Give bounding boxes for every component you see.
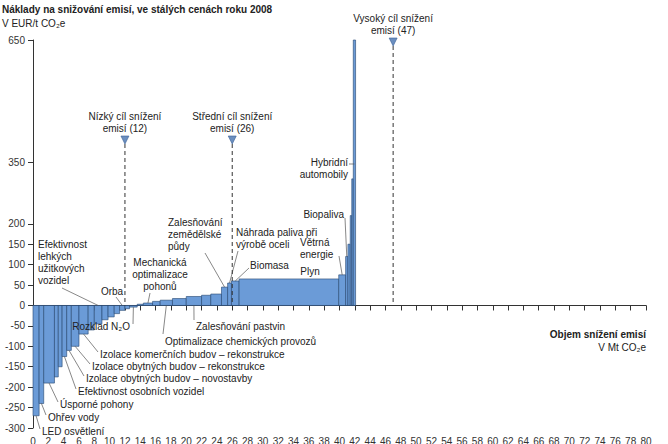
svg-text:Zalesňování pastvin: Zalesňování pastvin bbox=[196, 321, 285, 332]
svg-text:-100: -100 bbox=[5, 341, 25, 352]
svg-text:56: 56 bbox=[457, 436, 469, 444]
svg-text:24: 24 bbox=[211, 436, 223, 444]
svg-text:-300: -300 bbox=[5, 423, 25, 434]
svg-text:34: 34 bbox=[288, 436, 300, 444]
svg-text:60: 60 bbox=[487, 436, 499, 444]
svg-text:Orba: Orba bbox=[101, 286, 124, 297]
svg-text:80: 80 bbox=[640, 436, 652, 444]
svg-text:užitkových: užitkových bbox=[38, 263, 85, 274]
svg-text:78: 78 bbox=[625, 436, 637, 444]
svg-text:-50: -50 bbox=[11, 320, 26, 331]
svg-text:48: 48 bbox=[395, 436, 407, 444]
svg-text:14: 14 bbox=[135, 436, 147, 444]
svg-text:Izolace obytných budov – rekon: Izolace obytných budov – rekonstrukce bbox=[92, 361, 265, 372]
svg-text:20: 20 bbox=[181, 436, 193, 444]
svg-text:Úsporné pohony: Úsporné pohony bbox=[60, 398, 133, 410]
svg-text:650: 650 bbox=[8, 35, 25, 46]
svg-text:72: 72 bbox=[579, 436, 591, 444]
svg-text:Větrná: Větrná bbox=[300, 237, 330, 248]
svg-text:28: 28 bbox=[242, 436, 254, 444]
svg-text:emisí (26): emisí (26) bbox=[210, 123, 254, 134]
svg-text:150: 150 bbox=[8, 239, 25, 250]
svg-text:Hybridní: Hybridní bbox=[311, 157, 348, 168]
svg-text:6: 6 bbox=[76, 436, 82, 444]
svg-text:76: 76 bbox=[610, 436, 622, 444]
svg-text:-150: -150 bbox=[5, 361, 25, 372]
svg-text:10: 10 bbox=[104, 436, 116, 444]
svg-text:38: 38 bbox=[319, 436, 331, 444]
svg-text:100: 100 bbox=[8, 259, 25, 270]
svg-text:automobily: automobily bbox=[300, 169, 348, 180]
svg-text:Biopaliva: Biopaliva bbox=[303, 209, 344, 220]
svg-text:0: 0 bbox=[19, 300, 25, 311]
svg-text:64: 64 bbox=[518, 436, 530, 444]
svg-text:50: 50 bbox=[411, 436, 423, 444]
svg-text:68: 68 bbox=[548, 436, 560, 444]
svg-text:optimalizace: optimalizace bbox=[132, 269, 188, 280]
svg-text:Optimalizace chemických provoz: Optimalizace chemických provozů bbox=[165, 336, 316, 347]
svg-text:Izolace komerčních budov – rek: Izolace komerčních budov – rekonstrukce bbox=[100, 349, 285, 360]
svg-text:2: 2 bbox=[46, 436, 52, 444]
svg-text:Náklady na snižování emisí, ve: Náklady na snižování emisí, ve stálých c… bbox=[2, 4, 273, 15]
svg-text:Efektivnost osobních vozidel: Efektivnost osobních vozidel bbox=[78, 386, 204, 397]
svg-text:Nízký cíl snížení: Nízký cíl snížení bbox=[89, 111, 162, 122]
svg-text:Střední cíl snížení: Střední cíl snížení bbox=[192, 111, 272, 122]
svg-text:4: 4 bbox=[61, 436, 67, 444]
svg-text:pohonů: pohonů bbox=[143, 281, 176, 292]
svg-text:12: 12 bbox=[119, 436, 131, 444]
svg-text:Biomasa: Biomasa bbox=[250, 260, 289, 271]
svg-text:30: 30 bbox=[257, 436, 269, 444]
svg-text:Izolace obytných budov – novos: Izolace obytných budov – novostavby bbox=[86, 373, 252, 384]
svg-text:půdy: půdy bbox=[168, 241, 190, 252]
svg-text:-250: -250 bbox=[5, 402, 25, 413]
svg-text:-200: -200 bbox=[5, 382, 25, 393]
svg-text:Rozklad N₂O: Rozklad N₂O bbox=[72, 321, 130, 332]
svg-text:Ohřev vody: Ohřev vody bbox=[48, 412, 99, 423]
svg-text:V EUR/t CO₂e: V EUR/t CO₂e bbox=[2, 18, 66, 29]
svg-text:40: 40 bbox=[334, 436, 346, 444]
svg-text:vozidel: vozidel bbox=[38, 275, 69, 286]
svg-text:32: 32 bbox=[273, 436, 285, 444]
svg-text:8: 8 bbox=[92, 436, 98, 444]
svg-text:výrobě oceli: výrobě oceli bbox=[236, 239, 289, 250]
svg-text:54: 54 bbox=[441, 436, 453, 444]
svg-text:66: 66 bbox=[533, 436, 545, 444]
svg-text:62: 62 bbox=[503, 436, 515, 444]
svg-text:58: 58 bbox=[472, 436, 484, 444]
svg-text:74: 74 bbox=[594, 436, 606, 444]
svg-text:emisí (47): emisí (47) bbox=[371, 25, 415, 36]
svg-text:Objem snížení emisí: Objem snížení emisí bbox=[550, 329, 647, 340]
svg-text:18: 18 bbox=[165, 436, 177, 444]
svg-text:zemědělské: zemědělské bbox=[168, 229, 222, 240]
svg-text:Efektivnost: Efektivnost bbox=[38, 239, 87, 250]
svg-text:350: 350 bbox=[8, 157, 25, 168]
svg-text:Vysoký cíl snížení: Vysoký cíl snížení bbox=[353, 13, 433, 24]
svg-text:52: 52 bbox=[426, 436, 438, 444]
svg-text:lehkých: lehkých bbox=[38, 251, 72, 262]
svg-text:energie: energie bbox=[300, 249, 334, 260]
svg-text:V Mt CO₂e: V Mt CO₂e bbox=[598, 342, 646, 353]
svg-text:26: 26 bbox=[227, 436, 239, 444]
svg-text:Náhrada paliva při: Náhrada paliva při bbox=[236, 226, 318, 238]
svg-text:36: 36 bbox=[303, 436, 315, 444]
svg-text:Mechanická: Mechanická bbox=[133, 257, 187, 268]
svg-text:16: 16 bbox=[150, 436, 162, 444]
svg-text:50: 50 bbox=[14, 280, 26, 291]
svg-text:LED osvětlení: LED osvětlení bbox=[42, 426, 104, 437]
svg-text:46: 46 bbox=[380, 436, 392, 444]
svg-text:44: 44 bbox=[365, 436, 377, 444]
svg-text:Zalesňování: Zalesňování bbox=[168, 217, 223, 228]
svg-text:Plyn: Plyn bbox=[300, 266, 319, 277]
svg-text:42: 42 bbox=[349, 436, 361, 444]
svg-text:emisí (12): emisí (12) bbox=[103, 123, 147, 134]
svg-text:200: 200 bbox=[8, 218, 25, 229]
svg-text:22: 22 bbox=[196, 436, 208, 444]
svg-text:70: 70 bbox=[564, 436, 576, 444]
svg-text:0: 0 bbox=[30, 436, 36, 444]
